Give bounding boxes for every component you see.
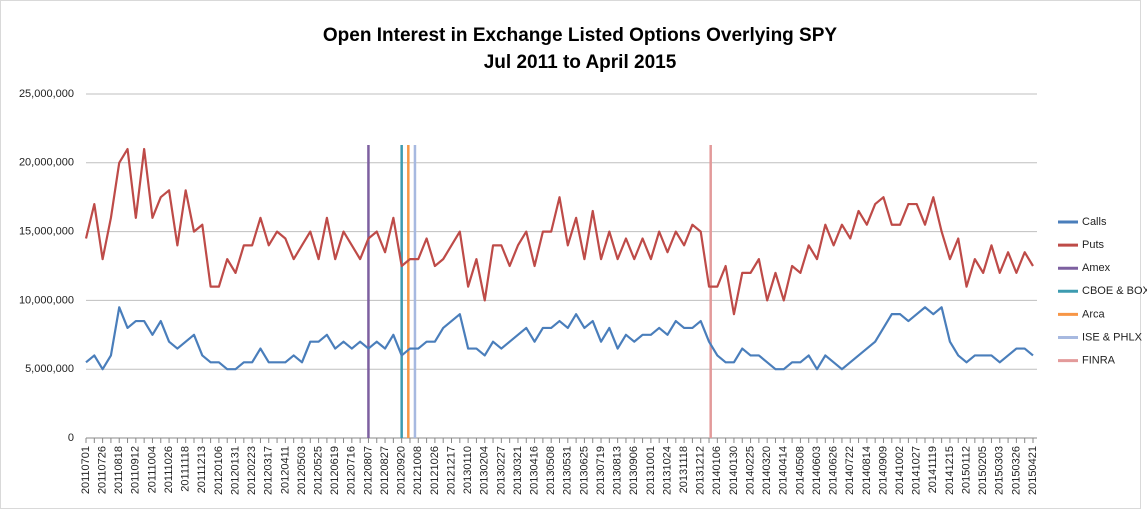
x-tick-label: 20150205: [977, 446, 989, 495]
x-tick-label: 20130321: [512, 446, 524, 495]
legend-label: ISE & PHLX: [1082, 331, 1143, 343]
x-tick-label: 20130625: [578, 446, 590, 495]
x-tick-label: 20140508: [794, 446, 806, 495]
x-tick-label: 20120131: [229, 446, 241, 495]
x-tick-label: 20140130: [728, 446, 740, 495]
x-tick-label: 20120411: [279, 446, 291, 494]
y-tick-label: 20,000,000: [19, 157, 74, 169]
legend-label: Amex: [1082, 262, 1111, 274]
x-tick-label: 20120619: [329, 446, 341, 495]
x-tick-label: 20110726: [97, 446, 109, 494]
x-tick-label: 20130110: [462, 446, 474, 494]
y-tick-label: 5,000,000: [25, 363, 74, 375]
y-tick-label: 10,000,000: [19, 294, 74, 306]
x-tick-label: 20130719: [595, 446, 607, 495]
y-tick-label: 0: [68, 432, 74, 444]
x-tick-label: 20110818: [113, 446, 125, 494]
chart-subtitle: Jul 2011 to April 2015: [484, 52, 677, 73]
x-tick-label: 20121026: [429, 446, 441, 495]
x-tick-label: 20120106: [213, 446, 225, 495]
x-tick-label: 20141215: [944, 446, 956, 495]
x-tick-label: 20120716: [346, 446, 358, 495]
x-tick-label: 20141027: [911, 446, 923, 495]
legend-label: Calls: [1082, 216, 1107, 228]
x-tick-label: 20131118: [678, 446, 690, 493]
x-tick-label: 20130813: [612, 446, 624, 495]
x-tick-label: 20121217: [445, 446, 457, 495]
x-tick-label: 20111004: [146, 446, 158, 493]
x-tick-label: 20130531: [562, 446, 574, 495]
y-tick-label: 15,000,000: [19, 226, 74, 238]
series-line: [85, 306, 1034, 371]
x-tick-label: 20140414: [778, 446, 790, 495]
series-line: [84, 147, 1034, 316]
x-tick-label: 20140722: [844, 446, 856, 495]
x-tick-label: 20140814: [861, 446, 873, 495]
x-tick-label: 20110701: [80, 446, 92, 494]
x-tick-label: 20130416: [528, 446, 540, 495]
legend-label: CBOE & BOX: [1082, 285, 1147, 297]
x-tick-label: 20140626: [828, 446, 840, 495]
x-tick-label: 20120827: [379, 446, 391, 495]
x-tick-label: 20130906: [628, 446, 640, 495]
x-tick-label: 20150421: [1027, 446, 1039, 495]
x-tick-label: 20120525: [313, 446, 325, 495]
x-tick-label: 20150112: [960, 446, 972, 494]
x-tick-label: 20140225: [744, 446, 756, 495]
x-tick-label: 20140106: [711, 446, 723, 495]
x-tick-label: 20131001: [645, 446, 657, 495]
x-tick-label: 20120223: [246, 446, 258, 495]
x-tick-label: 20111026: [163, 446, 175, 493]
x-tick-label: 20120920: [396, 446, 408, 495]
x-tick-label: 20120807: [362, 446, 374, 495]
legend-label: FINRA: [1082, 355, 1116, 367]
x-tick-label: 20120503: [296, 446, 308, 495]
x-tick-label: 20111213: [196, 446, 208, 493]
x-tick-label: 20140320: [761, 446, 773, 495]
x-tick-label: 20140909: [877, 446, 889, 495]
chart-title: Open Interest in Exchange Listed Options…: [323, 25, 837, 46]
x-tick-label: 20130227: [495, 446, 507, 495]
x-tick-label: 20130204: [479, 446, 491, 495]
x-tick-label: 20150326: [1010, 446, 1022, 495]
legend-label: Puts: [1082, 239, 1105, 251]
legend-label: Arca: [1082, 308, 1106, 320]
x-tick-label: 20121008: [412, 446, 424, 495]
x-tick-label: 20141119: [927, 446, 939, 493]
x-tick-label: 20131212: [695, 446, 707, 495]
x-tick-label: 20150303: [994, 446, 1006, 495]
x-tick-label: 20141002: [894, 446, 906, 495]
x-tick-label: 20110912: [130, 446, 142, 494]
x-tick-label: 20131024: [661, 446, 673, 495]
x-tick-label: 20140603: [811, 446, 823, 495]
y-tick-label: 25,000,000: [19, 88, 74, 100]
x-tick-label: 20130508: [545, 446, 557, 495]
x-tick-label: 20111118: [180, 446, 192, 492]
x-tick-label: 20120317: [263, 446, 275, 495]
